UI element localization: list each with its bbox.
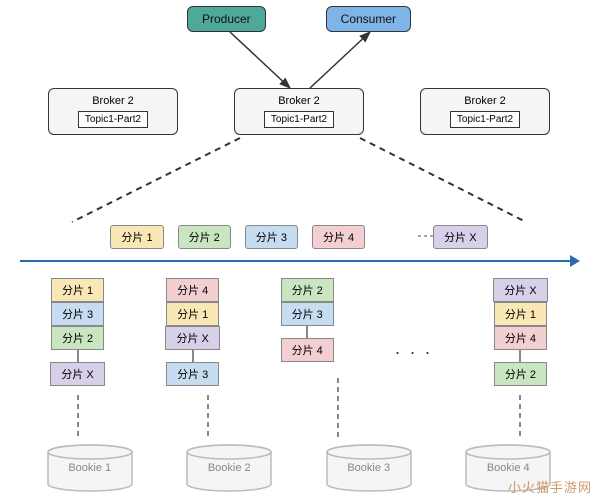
top-row: Producer Consumer	[0, 6, 598, 32]
shard: 分片 1	[494, 302, 547, 326]
broker-row: Broker 2 Topic1-Part2 Broker 2 Topic1-Pa…	[0, 88, 598, 135]
broker-1: Broker 2 Topic1-Part2	[48, 88, 178, 135]
shard: 分片 X	[165, 326, 219, 350]
broker-label: Broker 2	[431, 95, 539, 107]
ellipsis: · · ·	[395, 342, 433, 363]
shard: 分片 1	[110, 225, 163, 249]
broker-3: Broker 2 Topic1-Part2	[420, 88, 550, 135]
bookie-cylinder: Bookie 2	[184, 444, 274, 492]
topic-box: Topic1-Part2	[450, 111, 520, 128]
shard: 分片 3	[166, 362, 219, 386]
dashed-connector	[77, 350, 79, 362]
broker-label: Broker 2	[59, 95, 167, 107]
shard-row: 分片 1 分片 2 分片 3 分片 4 分片 X	[0, 225, 598, 249]
bookie-cylinder: Bookie 1	[45, 444, 135, 492]
bookie-cylinder: Bookie 3	[324, 444, 414, 492]
producer-node: Producer	[187, 6, 266, 32]
shard: 分片 4	[166, 278, 219, 302]
shard: 分片 4	[494, 326, 547, 350]
arrows-overlay	[0, 0, 598, 500]
shard: 分片 X	[433, 225, 487, 249]
shard: 分片 X	[50, 362, 104, 386]
shard: 分片 4	[312, 225, 365, 249]
dashed-connector	[519, 350, 521, 362]
dashed-connector	[192, 350, 194, 362]
dashed-connector	[306, 326, 308, 338]
shard: 分片 2	[51, 326, 104, 350]
shard: 分片 4	[281, 338, 334, 362]
shard: 分片 2	[494, 362, 547, 386]
columns: 分片 1分片 3分片 2分片 X分片 4分片 1分片 X分片 3分片 2分片 3…	[0, 278, 598, 386]
topic-box: Topic1-Part2	[264, 111, 334, 128]
column: 分片 1分片 3分片 2 分片 X	[50, 278, 104, 386]
shard: 分片 2	[178, 225, 231, 249]
shard: 分片 3	[245, 225, 298, 249]
column: 分片 X分片 1分片 4 分片 2	[493, 278, 547, 386]
shard: 分片 1	[51, 278, 104, 302]
shard: 分片 3	[51, 302, 104, 326]
shard: 分片 3	[281, 302, 334, 326]
broker-2: Broker 2 Topic1-Part2	[234, 88, 364, 135]
shard: 分片 2	[281, 278, 334, 302]
watermark: 小火猫手游网	[508, 477, 592, 496]
topic-box: Topic1-Part2	[78, 111, 148, 128]
timeline-axis	[20, 260, 578, 262]
shard: 分片 1	[166, 302, 219, 326]
shard: 分片 X	[493, 278, 547, 302]
broker-label: Broker 2	[245, 95, 353, 107]
consumer-node: Consumer	[326, 6, 411, 32]
column: 分片 2分片 3 分片 4	[281, 278, 334, 362]
column: 分片 4分片 1分片 X 分片 3	[165, 278, 219, 386]
